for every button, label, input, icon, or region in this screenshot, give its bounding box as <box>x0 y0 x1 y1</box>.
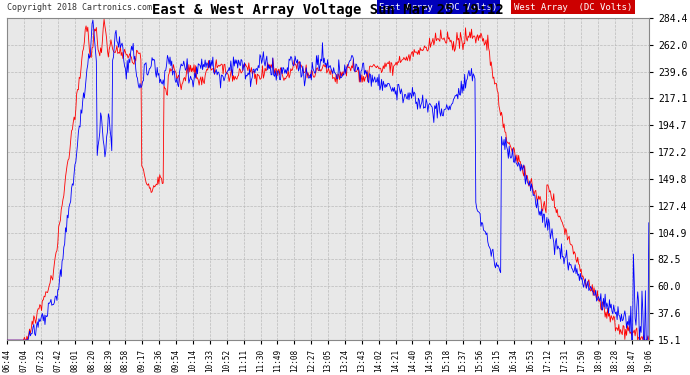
Title: East & West Array Voltage Sun Mar 25 19:12: East & West Array Voltage Sun Mar 25 19:… <box>152 3 504 17</box>
Text: East Array  (DC Volts): East Array (DC Volts) <box>380 3 497 12</box>
Text: Copyright 2018 Cartronics.com: Copyright 2018 Cartronics.com <box>8 3 152 12</box>
Text: West Array  (DC Volts): West Array (DC Volts) <box>514 3 632 12</box>
